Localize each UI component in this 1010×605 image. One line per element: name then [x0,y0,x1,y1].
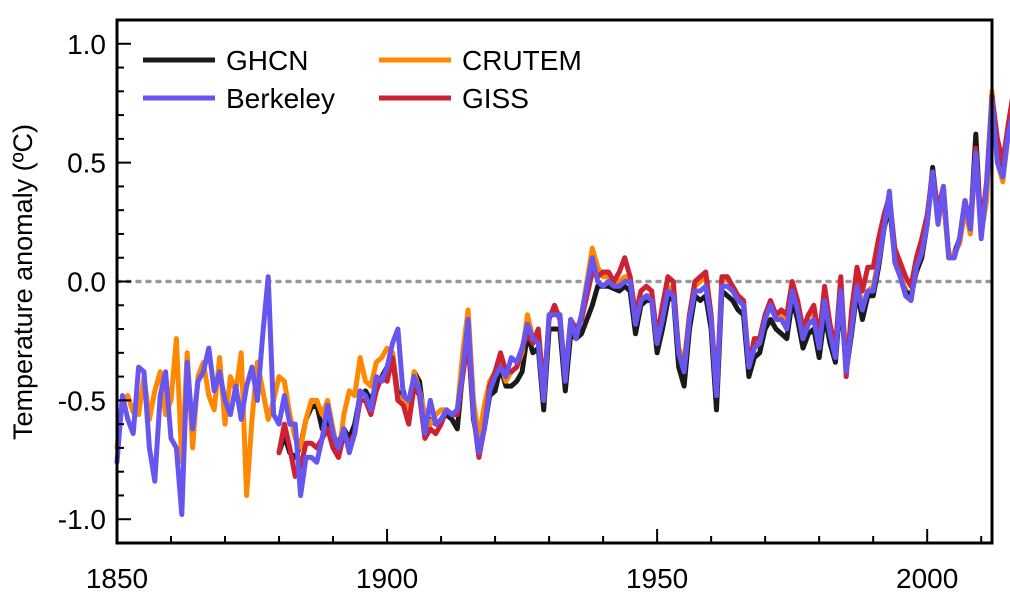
y-tick-label: 0.5 [67,148,106,179]
legend: GHCN Berkeley CRUTEM GISS [143,45,582,114]
legend-label: Berkeley [226,83,335,114]
legend-label: CRUTEM [462,45,582,76]
legend-label: GHCN [226,45,308,76]
y-tick-label: 1.0 [67,29,106,60]
legend-item-ghcn: GHCN [143,45,308,76]
series-line-giss [276,93,1010,479]
y-tick-label: 0.0 [67,267,106,298]
y-axis-label: Temperature anomaly (ºC) [8,124,38,440]
legend-item-berkeley: Berkeley [143,83,335,114]
x-tick-label: 1900 [356,563,418,594]
legend-item-crutem: CRUTEM [379,45,582,76]
x-tick-label: 1950 [626,563,688,594]
legend-item-giss: GISS [379,83,529,114]
y-tick-label: -0.5 [58,385,106,416]
legend-label: GISS [462,83,529,114]
y-tick-label: -1.0 [58,504,106,535]
tick-layer: 1850 1900 1950 2000 -1.0 -0.5 0.0 0.5 1.0 [58,29,983,594]
series-line-berkeley [114,98,1010,517]
x-tick-label: 2000 [896,563,958,594]
x-tick-label: 1850 [86,563,148,594]
series-layer [114,88,1010,517]
